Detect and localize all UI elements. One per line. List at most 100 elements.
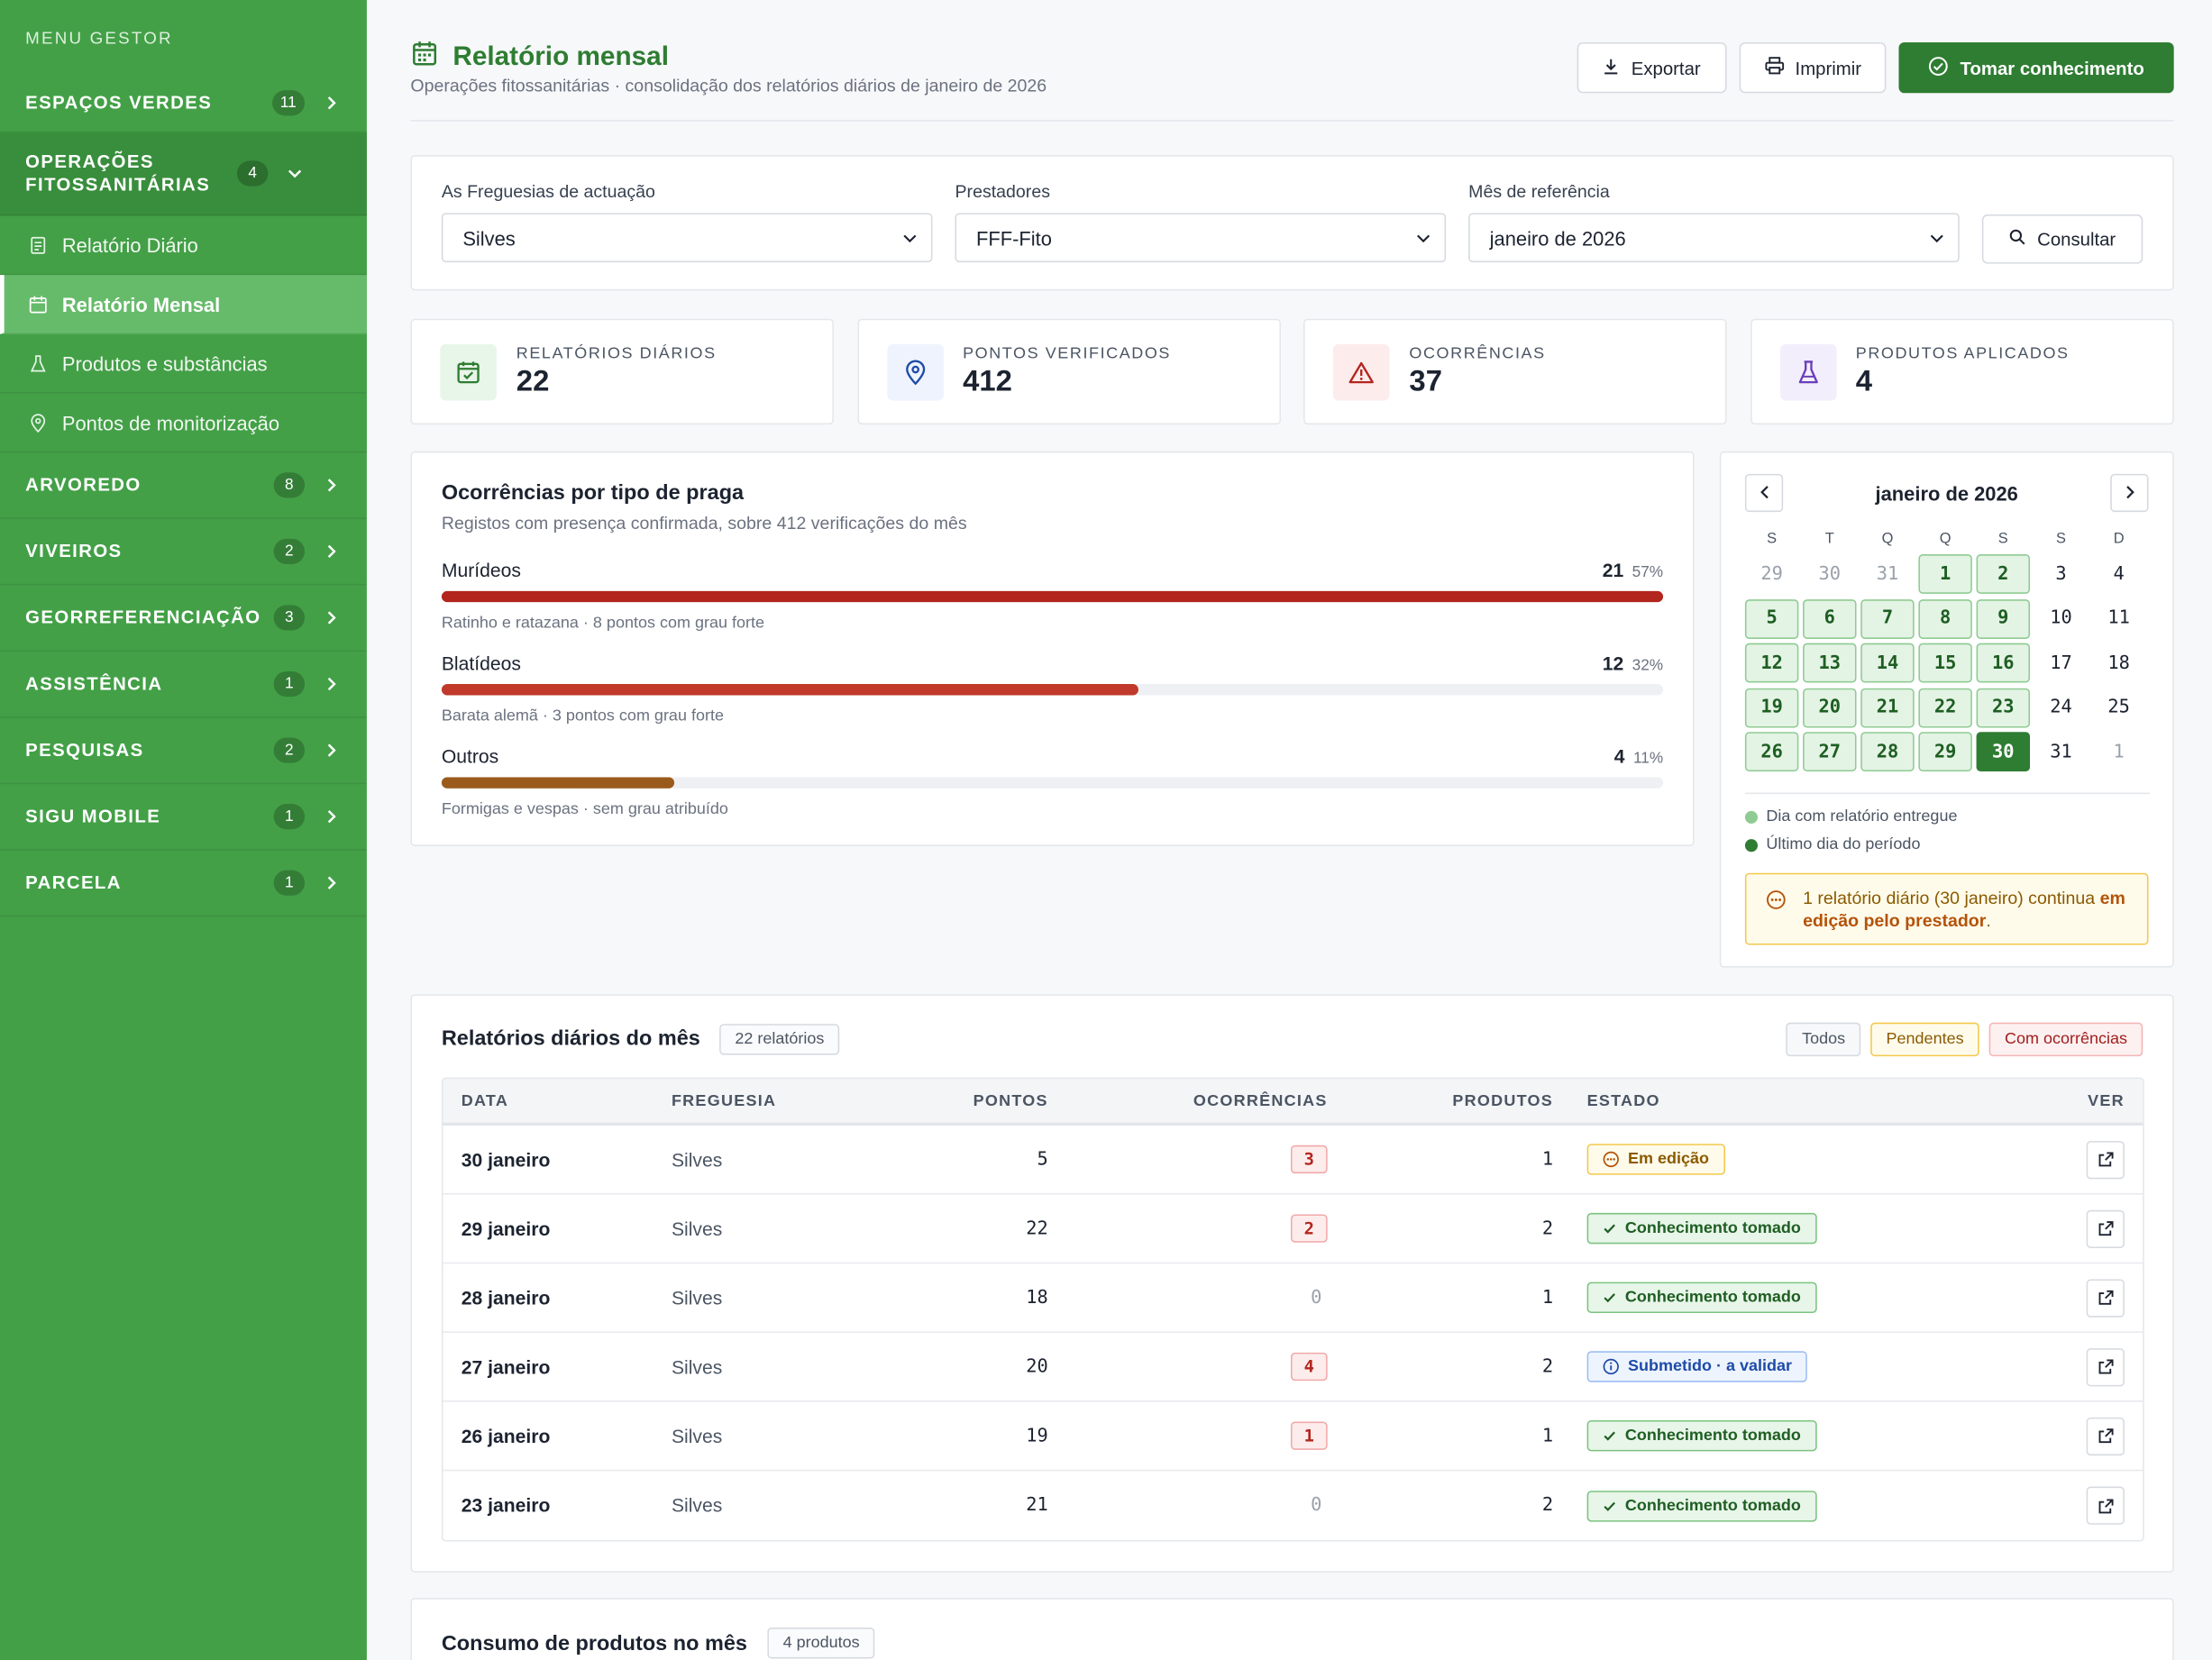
calendar-day[interactable]: 6 — [1803, 598, 1857, 639]
consultar-button[interactable]: Consultar — [1981, 214, 2143, 264]
calendar-day: 18 — [2107, 652, 2130, 674]
calendar-divider — [1744, 792, 2151, 795]
calendar-day[interactable]: 21 — [1860, 687, 1915, 727]
mes-select[interactable]: janeiro de 2026 — [1468, 213, 1960, 263]
table-row[interactable]: 28 janeiro Silves 18 0 1 Conhecimento tomado — [443, 1263, 2143, 1333]
table-row[interactable]: 29 janeiro Silves 22 2 2 Conhecimento tomado — [443, 1195, 2143, 1264]
calendar-day[interactable]: 9 — [1976, 598, 2031, 639]
sidebar-item-label: Produtos e substâncias — [61, 351, 268, 375]
filter-occurrences-chip[interactable]: Com ocorrências — [1988, 1022, 2143, 1057]
calendar-day[interactable]: 12 — [1744, 643, 1799, 683]
col-produtos[interactable]: PRODUTOS — [1452, 1092, 1554, 1109]
pest-pct: 32% — [1632, 657, 1664, 675]
calendar-icon — [410, 40, 438, 75]
calendar-day[interactable]: 5 — [1744, 598, 1799, 639]
pest-item: Outros 4 11% Formigas e vespas · sem grau… — [441, 746, 1664, 818]
calendar-day[interactable]: 22 — [1918, 687, 1972, 727]
row-pontos: 18 — [1026, 1287, 1048, 1309]
pest-name: Murídeos — [441, 560, 521, 581]
row-produtos: 1 — [1541, 1425, 1554, 1446]
filters-panel: As Freguesias de actuação Silves Prestad… — [410, 155, 2174, 291]
calendar-day[interactable]: 28 — [1860, 732, 1915, 772]
col-ocorrencias[interactable]: OCORRÊNCIAS — [1193, 1092, 1328, 1109]
calendar-day[interactable]: 29 — [1918, 732, 1972, 772]
col-freguesia[interactable]: FREGUESIA — [671, 1092, 777, 1109]
sidebar-group-parcela[interactable]: PARCELA 1 — [0, 851, 367, 917]
calendar-check-icon — [440, 343, 497, 400]
count-badge: 2 — [273, 538, 306, 564]
table-row[interactable]: 26 janeiro Silves 19 1 1 Conhecimento tomado — [443, 1402, 2143, 1472]
table-header: DATA FREGUESIA PONTOS OCORRÊNCIAS PRODUT… — [443, 1079, 2143, 1126]
sidebar-item-relatorio-diario[interactable]: Relatório Diário — [0, 215, 367, 276]
open-report-button[interactable] — [2086, 1209, 2125, 1248]
row-pontos: 19 — [1026, 1425, 1048, 1446]
open-report-button[interactable] — [2086, 1486, 2125, 1525]
table-row[interactable]: 23 janeiro Silves 21 0 2 Conhecimento tomado — [443, 1471, 2143, 1540]
row-produtos: 1 — [1541, 1287, 1554, 1309]
open-report-button[interactable] — [2086, 1347, 2125, 1386]
calendar-day[interactable]: 23 — [1976, 687, 2031, 727]
calendar-day[interactable]: 1 — [1918, 554, 1972, 594]
acknowledge-button[interactable]: Tomar conhecimento — [1899, 41, 2174, 94]
sidebar-item-label: Pontos de monitorização — [61, 411, 280, 434]
calendar-day[interactable]: 19 — [1744, 687, 1799, 727]
legend-label: Dia com relatório entregue — [1766, 807, 1958, 825]
download-icon — [1603, 57, 1620, 78]
calendar-day[interactable]: 2 — [1976, 554, 2031, 594]
sidebar-group-operacoes[interactable]: OPERAÇÕES FITOSSANITÁRIAS 4 — [0, 132, 367, 216]
open-report-button[interactable] — [2086, 1278, 2125, 1317]
calendar-day[interactable]: 30 — [1976, 732, 2031, 772]
col-pontos[interactable]: PONTOS — [973, 1092, 1048, 1109]
calendar-day[interactable]: 8 — [1918, 598, 1972, 639]
calendar-day: 31 — [2050, 741, 2072, 762]
sidebar-group-pesquisas[interactable]: PESQUISAS 2 — [0, 718, 367, 785]
sidebar-group-label: OPERAÇÕES FITOSSANITÁRIAS — [25, 150, 211, 195]
chevron-down-icon — [1930, 226, 1944, 249]
export-button[interactable]: Exportar — [1577, 41, 1726, 94]
sidebar-group-viveiros[interactable]: VIVEIROS 2 — [0, 519, 367, 586]
status-label: Conhecimento tomado — [1624, 1289, 1801, 1307]
sidebar-group-sigu-mobile[interactable]: SIGU MOBILE 1 — [0, 784, 367, 851]
sidebar-group-assistencia[interactable]: ASSISTÊNCIA 1 — [0, 652, 367, 718]
sidebar-item-relatorio-mensal[interactable]: Relatório Mensal — [0, 275, 367, 334]
sidebar-group-espacos-verdes[interactable]: ESPAÇOS VERDES 11 — [0, 73, 367, 133]
calendar-day[interactable]: 14 — [1860, 643, 1915, 683]
calendar-day[interactable]: 7 — [1860, 598, 1915, 639]
alert-text: 1 relatório diário (30 janeiro) continua — [1803, 888, 2096, 908]
next-month-button[interactable] — [2110, 473, 2149, 513]
print-button[interactable]: Imprimir — [1738, 41, 1888, 94]
freguesia-select[interactable]: Silves — [441, 213, 933, 263]
calendar-day[interactable]: 13 — [1803, 643, 1857, 683]
filter-all-chip[interactable]: Todos — [1786, 1022, 1861, 1057]
calendar-icon — [28, 294, 48, 314]
calendar-day[interactable]: 16 — [1976, 643, 2031, 683]
filter-pending-chip[interactable]: Pendentes — [1870, 1022, 1979, 1057]
calendar-day[interactable]: 27 — [1803, 732, 1857, 772]
calendar-day[interactable]: 20 — [1803, 687, 1857, 727]
calendar-day[interactable]: 26 — [1744, 732, 1799, 772]
prev-month-button[interactable] — [1744, 473, 1784, 513]
sidebar-group-georreferenciacao[interactable]: GEORREFERENCIAÇÃO 3 — [0, 585, 367, 652]
search-icon — [2009, 229, 2026, 250]
open-report-button[interactable] — [2086, 1140, 2125, 1179]
col-estado[interactable]: ESTADO — [1586, 1092, 1660, 1109]
count-badge: 8 — [273, 472, 306, 498]
sidebar-group-arvoredo[interactable]: ARVOREDO 8 — [0, 452, 367, 519]
flask-icon — [28, 353, 48, 373]
sidebar-item-pontos[interactable]: Pontos de monitorização — [0, 393, 367, 453]
prestador-select[interactable]: FFF-Fito — [955, 213, 1447, 263]
row-date: 26 janeiro — [461, 1425, 551, 1446]
kpi-value: 412 — [963, 364, 1012, 397]
legend-label: Último dia do período — [1766, 836, 1921, 853]
col-date[interactable]: DATA — [461, 1092, 509, 1109]
sidebar-item-label: Relatório Mensal — [61, 292, 221, 315]
calendar-day[interactable]: 15 — [1918, 643, 1972, 683]
table-body: 30 janeiro Silves 5 3 1 Em edição 29 janeiro Si… — [443, 1126, 2143, 1540]
external-link-icon — [2097, 1289, 2114, 1306]
table-row[interactable]: 27 janeiro Silves 20 4 2 Submetido · a valida… — [443, 1333, 2143, 1402]
open-report-button[interactable] — [2086, 1417, 2125, 1455]
table-row[interactable]: 30 janeiro Silves 5 3 1 Em edição — [443, 1126, 2143, 1195]
row-estado: Conhecimento tomado — [1586, 1471, 1817, 1540]
chevron-down-icon — [1416, 226, 1430, 249]
sidebar-item-produtos[interactable]: Produtos e substâncias — [0, 333, 367, 394]
